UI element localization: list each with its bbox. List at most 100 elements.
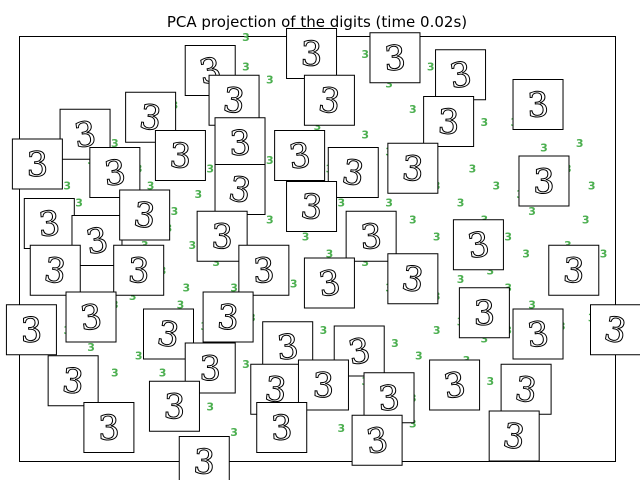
scatter-point: 3: [177, 299, 185, 312]
scatter-point: 3: [487, 375, 495, 388]
digit-thumbnail: 3: [89, 147, 141, 198]
digit-thumbnail: 3: [59, 108, 111, 160]
digit-thumbnail: 3: [286, 28, 338, 79]
thumbnail-frame: [119, 189, 171, 241]
digit-thumbnail: 3: [435, 49, 487, 101]
thumbnail-frame: [286, 181, 338, 232]
thumbnail-digit: 3: [562, 251, 586, 292]
scatter-point: 3: [415, 350, 423, 363]
scatter-point: 3: [433, 324, 441, 337]
thumbnail-frame: [345, 210, 397, 262]
scatter-point: 3: [135, 350, 143, 363]
digit-thumbnail: 3: [429, 359, 481, 411]
thumbnail-frame: [29, 244, 81, 296]
thumbnail-digit: 3: [127, 251, 150, 292]
digit-thumbnail: 3: [345, 210, 397, 262]
scatter-point: 3: [588, 180, 596, 193]
scatter-point: 3: [391, 337, 399, 350]
scatter-point: 3: [433, 231, 441, 244]
scatter-point: 3: [290, 277, 298, 290]
thumbnail-digit: 3: [221, 80, 247, 122]
digit-thumbnail: 3: [119, 189, 171, 241]
digit-thumbnail: 3: [154, 130, 206, 181]
thumbnail-digit: 3: [359, 217, 383, 258]
thumbnail-frame: [238, 244, 290, 296]
scatter-point: 3: [242, 31, 250, 44]
thumbnail-frame: [202, 291, 254, 343]
thumbnail-digit: 3: [525, 314, 551, 356]
scatter-point: 3: [266, 73, 274, 86]
thumbnail-digit: 3: [401, 149, 425, 190]
scatter-point: 3: [469, 163, 477, 176]
digit-thumbnail: 3: [11, 138, 63, 190]
scatter-point: 3: [320, 324, 328, 337]
thumbnail-frame: [297, 359, 349, 411]
scatter-point: 3: [540, 141, 548, 154]
scatter-point: 3: [361, 129, 369, 142]
chart-title: PCA projection of the digits (time 0.02s…: [167, 13, 467, 31]
thumbnail-digit: 3: [78, 297, 104, 339]
digit-thumbnail: 3: [387, 253, 439, 305]
thumbnail-frame: [148, 380, 200, 432]
scatter-point: 3: [338, 422, 346, 435]
digit-thumbnails: 333 3 333 33 33 3 3 3 33 3 3 333 333 3 33 3 3 3 3 33 3 3 3 33 33…: [5, 28, 640, 480]
digit-thumbnail: 3: [178, 436, 230, 480]
thumbnail-frame: [65, 291, 117, 343]
digit-thumbnail: 3: [5, 304, 57, 356]
scatter-point: 3: [147, 180, 155, 193]
thumbnail-digit: 3: [20, 310, 43, 351]
thumbnail-digit: 3: [533, 162, 555, 202]
digit-thumbnail: 3: [274, 130, 326, 181]
scatter-point: 3: [87, 341, 95, 354]
digit-thumbnail: 3: [214, 117, 266, 169]
thumbnail-frame: [154, 130, 206, 181]
thumbnail-digit: 3: [26, 145, 48, 185]
thumbnail-digit: 3: [137, 97, 164, 140]
thumbnail-digit: 3: [526, 85, 550, 126]
thumbnail-frame: [488, 410, 540, 462]
scatter-point: 3: [409, 214, 417, 227]
scatter-point: 3: [302, 231, 310, 244]
scatter-point: 3: [385, 197, 393, 210]
thumbnail-frame: [387, 253, 439, 305]
thumbnail-digit: 3: [97, 408, 120, 449]
scatter-point: 3: [528, 205, 536, 218]
thumbnail-digit: 3: [513, 369, 539, 411]
thumbnail-digit: 3: [132, 195, 158, 237]
scatter-point: 3: [314, 120, 322, 133]
digit-thumbnail: 3: [148, 380, 200, 432]
digit-thumbnail: 3: [500, 363, 552, 415]
digit-thumbnail: 3: [256, 402, 308, 453]
digit-thumbnail: 3: [488, 410, 540, 462]
thumbnail-digit: 3: [299, 187, 324, 229]
scatter-point: 3: [206, 401, 214, 414]
thumbnail-digit: 3: [312, 366, 334, 406]
scatter-point: 3: [111, 137, 119, 150]
scatter-point: 3: [266, 154, 274, 167]
digit-thumbnail: 3: [590, 304, 640, 356]
thumbnail-digit: 3: [377, 378, 401, 419]
scatter-point: 3: [212, 256, 220, 269]
digit-thumbnail: 3: [83, 402, 135, 453]
digit-thumbnail: 3: [363, 372, 415, 424]
scatter-point: 3: [159, 367, 167, 380]
thumbnail-digit: 3: [61, 361, 86, 403]
scatter-point: 3: [242, 358, 250, 371]
thumbnail-digit: 3: [169, 136, 193, 177]
thumbnail-frame: [512, 79, 564, 130]
thumbnail-frame: [351, 414, 403, 466]
thumbnail-digit: 3: [37, 204, 62, 246]
scatter-point: 3: [576, 137, 584, 150]
scatter-point: 3: [206, 163, 214, 176]
scatter-point: 3: [600, 248, 608, 261]
scatter-point: 3: [183, 282, 191, 295]
thumbnail-frame: [303, 257, 355, 309]
scatter-point: 3: [326, 248, 334, 261]
thumbnail-frame: [435, 49, 487, 101]
digit-thumbnail: 3: [184, 342, 236, 394]
scatter-point: 3: [338, 197, 346, 210]
scatter-point: 3: [266, 214, 274, 227]
thumbnail-frame: [500, 363, 552, 415]
thumbnail-digit: 3: [102, 152, 128, 194]
